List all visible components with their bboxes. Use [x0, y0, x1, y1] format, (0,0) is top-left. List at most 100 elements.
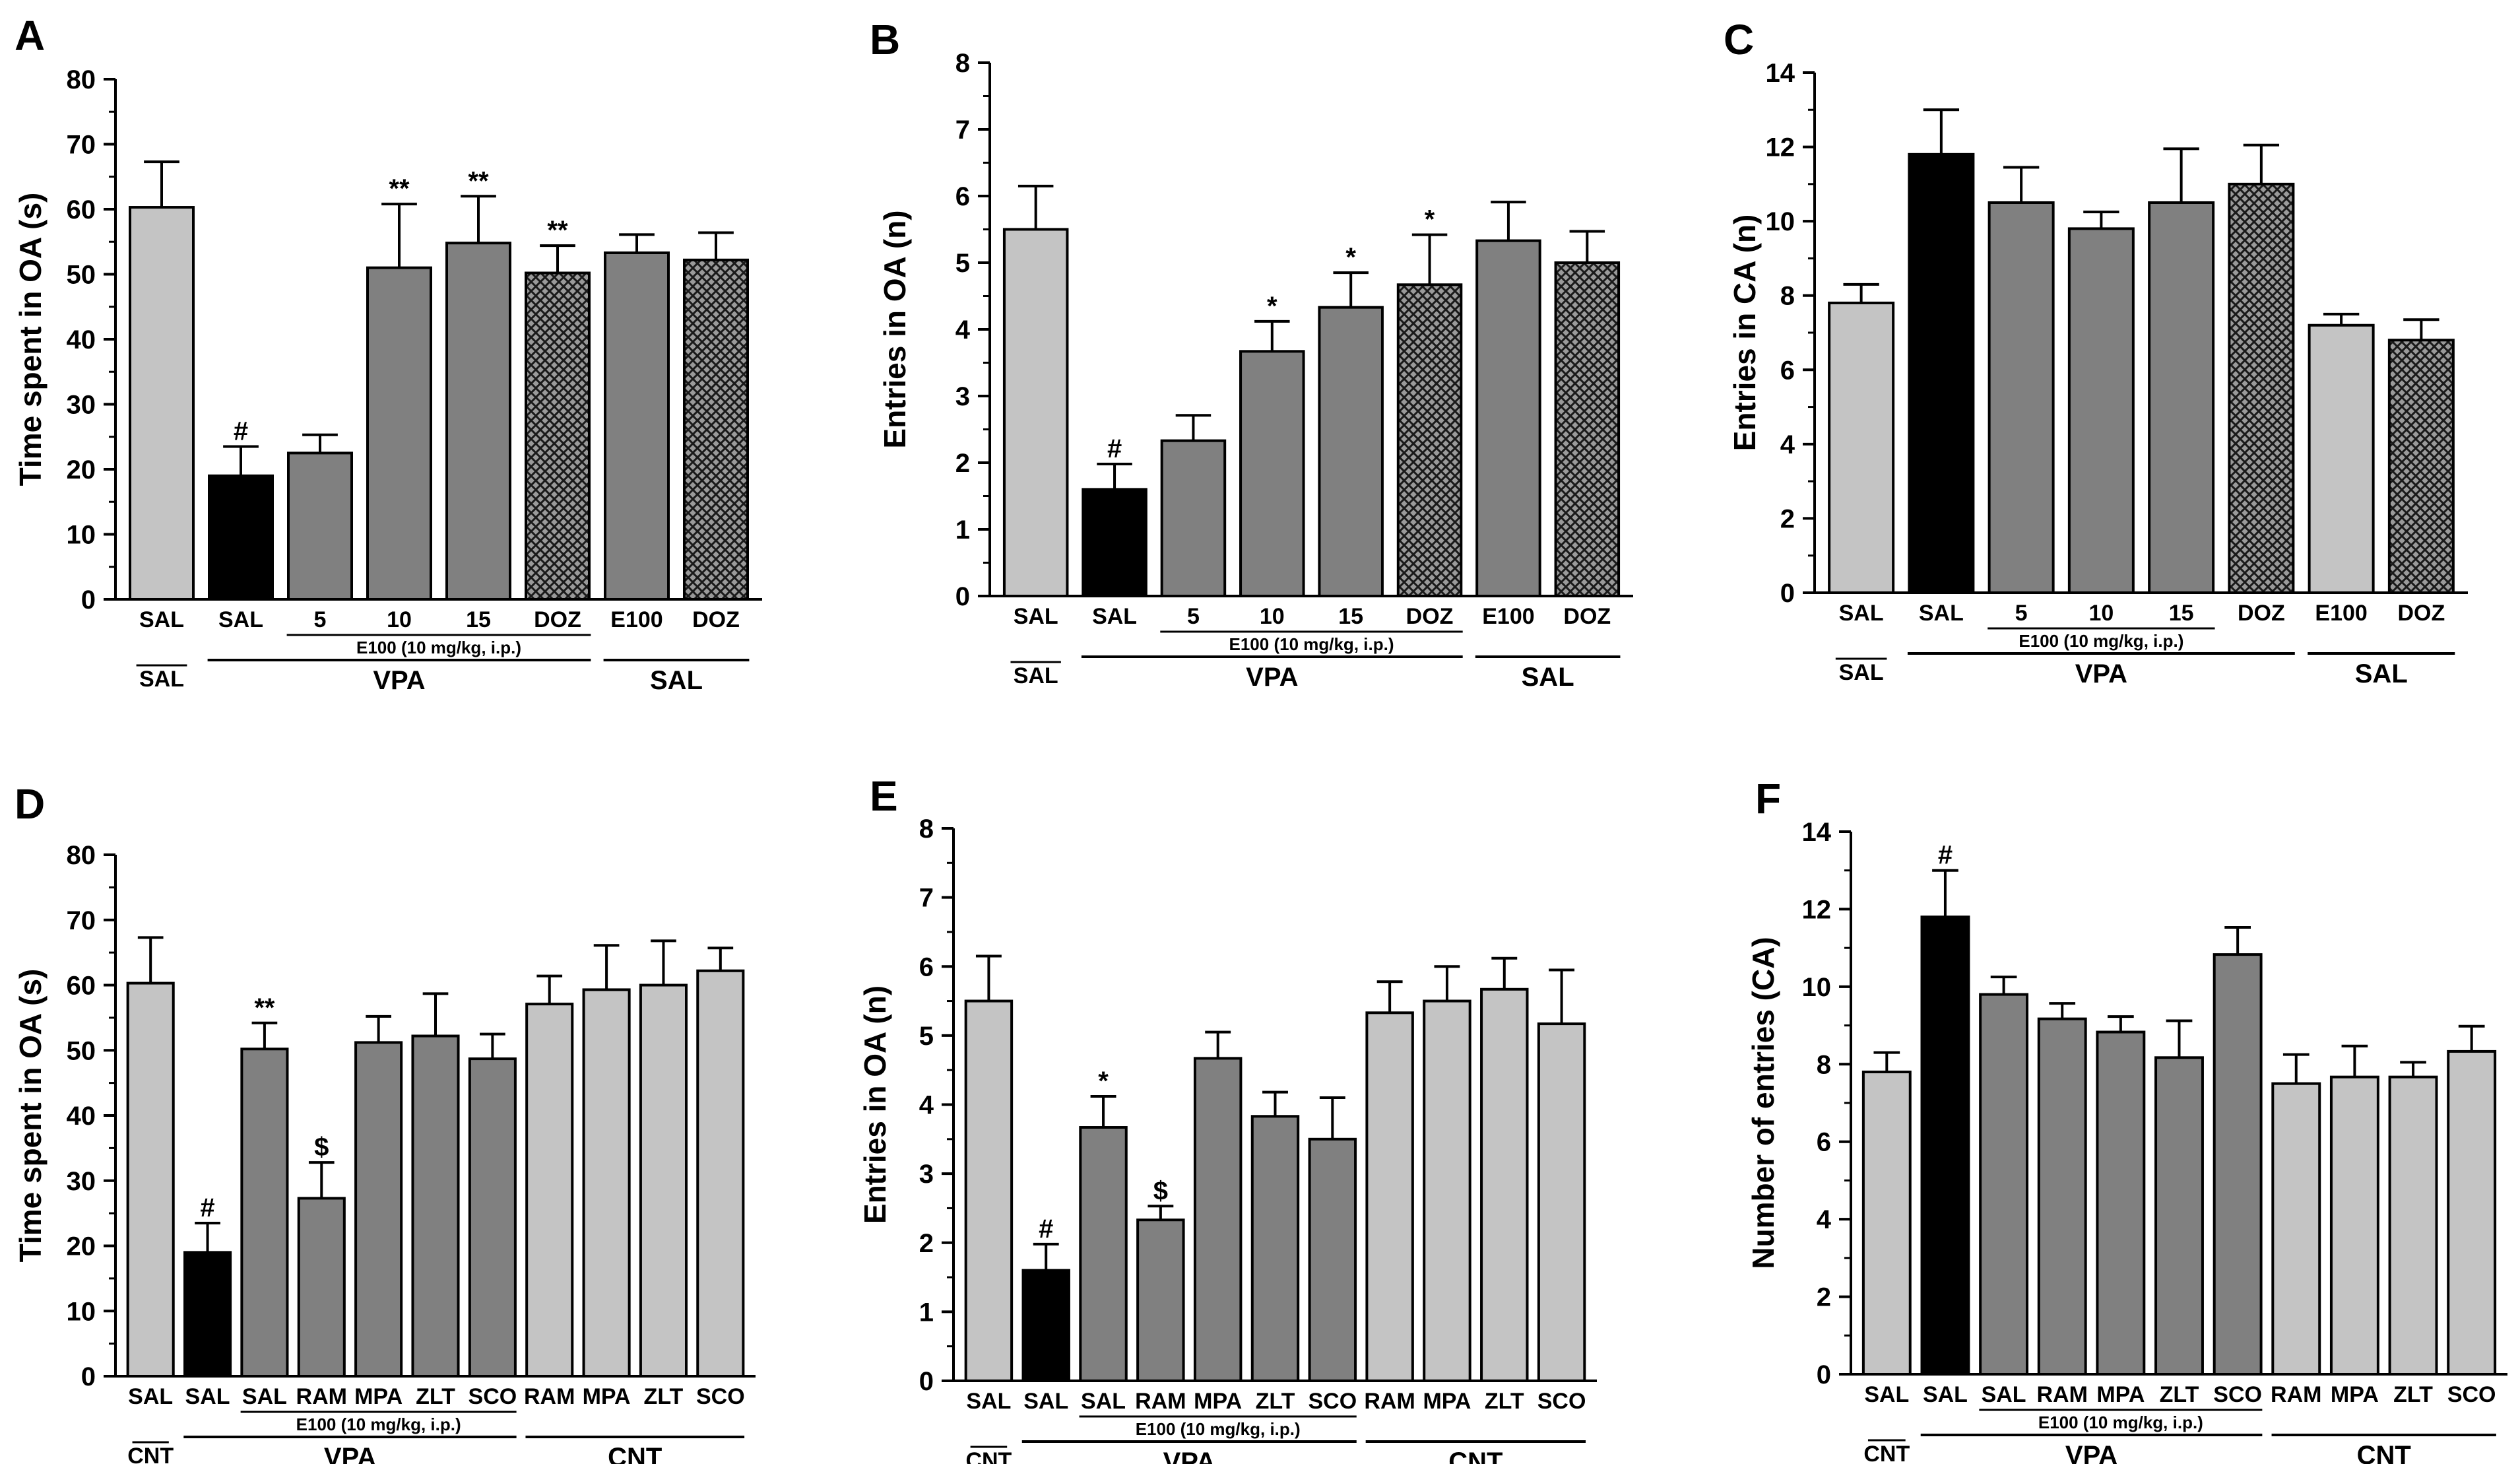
group-label: SAL: [1839, 660, 1884, 685]
bar: [297, 1197, 346, 1378]
y-tick-label: 5: [919, 1022, 934, 1051]
y-tick-label: 3: [919, 1160, 934, 1189]
group-label: E100 (10 mg/kg, i.p.): [2019, 631, 2183, 651]
group-label: CNT: [1863, 1442, 1910, 1464]
significance-label: #: [1938, 841, 1953, 870]
significance-label: **: [389, 174, 410, 203]
bar: [1987, 201, 2055, 594]
panel-d: D 0 10 20 30 40 50 60 70 80 Time spent in OA (s) SA…: [13, 780, 756, 1464]
significance-label: **: [547, 216, 568, 245]
bar: [1079, 1126, 1128, 1382]
bar: [964, 999, 1014, 1382]
x-tick-label: SAL: [966, 1389, 1011, 1414]
panel-letter: F: [1755, 775, 1781, 822]
bar: [1828, 301, 1895, 594]
bar: [1475, 239, 1541, 598]
x-tick-label: RAM: [2271, 1382, 2321, 1407]
y-tick-label: 80: [67, 65, 96, 94]
group-label: E100 (10 mg/kg, i.p.): [1229, 634, 1394, 654]
x-tick-label: SAL: [1919, 601, 1964, 626]
bar: [1537, 1022, 1586, 1382]
panel-f: F 0 2 4 6 8 10 12 14 Number of entries (CA) SAL # SA…: [1746, 775, 2507, 1464]
bar: [2037, 1017, 2087, 1376]
y-tick-label: 10: [1766, 207, 1795, 236]
y-tick-label: 8: [1817, 1050, 1831, 1079]
x-tick-label: 10: [1260, 604, 1285, 629]
x-tick-label: SCO: [1537, 1389, 1586, 1414]
y-axis-label: Entries in OA (n): [878, 210, 912, 448]
bar: [696, 969, 745, 1378]
x-tick-label: SCO: [696, 1384, 745, 1409]
significance-label: *: [1098, 1067, 1109, 1096]
y-tick-label: 30: [67, 391, 96, 420]
y-tick-label: 0: [81, 1362, 96, 1391]
bar: [1160, 439, 1227, 597]
bar: [2148, 201, 2215, 594]
x-tick-label: DOZ: [2397, 601, 2445, 626]
bar: [2067, 227, 2135, 594]
y-tick-label: 12: [1766, 133, 1795, 162]
y-tick-label: 30: [67, 1167, 96, 1196]
x-tick-label: RAM: [1364, 1389, 1415, 1414]
panel-a: A 0 10 20 30 40 50 60 70 80 Time spent in OA (s) SA…: [13, 12, 762, 695]
panel-letter: D: [15, 780, 45, 828]
y-tick-label: 20: [67, 1232, 96, 1261]
y-tick-label: 3: [955, 382, 970, 411]
bar: [1002, 228, 1069, 597]
x-tick-label: 15: [2169, 601, 2194, 626]
bar: [1554, 261, 1621, 597]
y-tick-label: 10: [67, 1297, 96, 1326]
bar: [2228, 182, 2295, 595]
x-tick-label: MPA: [1423, 1389, 1471, 1414]
panel-letter: C: [1724, 16, 1754, 63]
panel-e: E 0 1 2 3 4 5 6 7 8 Entries in OA (n) SAL # SAL * SAL $ R…: [858, 772, 1597, 1464]
bar: [2213, 953, 2263, 1376]
x-tick-label: DOZ: [534, 607, 581, 632]
panel-c: C 0 2 4 6 8 10 12 14 Entries in CA (n) SAL SAL 5 10 15…: [1724, 16, 2468, 688]
group-label: E100 (10 mg/kg, i.p.): [296, 1414, 461, 1434]
bar: [2387, 339, 2455, 594]
bar: [1396, 283, 1463, 597]
significance-label: #: [234, 417, 248, 446]
bar: [2329, 1075, 2379, 1376]
x-tick-label: SAL: [1864, 1382, 1909, 1407]
x-tick-label: ZLT: [2393, 1382, 2433, 1407]
group-label: VPA: [1163, 1447, 1215, 1464]
x-tick-label: E100: [610, 607, 662, 632]
group-label: E100 (10 mg/kg, i.p.): [2038, 1413, 2203, 1432]
x-tick-label: SCO: [468, 1384, 517, 1409]
y-tick-label: 70: [67, 131, 96, 160]
bar: [2154, 1056, 2204, 1376]
group-label: CNT: [2357, 1441, 2411, 1464]
group-label: SAL: [2355, 659, 2408, 688]
bar: [2271, 1082, 2321, 1376]
bar: [1979, 993, 2029, 1376]
bar: [1365, 1011, 1414, 1382]
y-tick-label: 1: [919, 1298, 934, 1327]
significance-label: *: [1345, 243, 1356, 272]
x-tick-label: DOZ: [1406, 604, 1454, 629]
x-tick-label: SAL: [1023, 1389, 1068, 1414]
x-tick-label: SCO: [2447, 1382, 2496, 1407]
group-label: CNT: [965, 1448, 1012, 1464]
panel-letter: B: [870, 16, 900, 63]
y-tick-label: 50: [67, 261, 96, 290]
bar: [1861, 1071, 1912, 1376]
x-tick-label: MPA: [583, 1384, 631, 1409]
y-tick-label: 40: [67, 325, 96, 354]
x-tick-label: 10: [387, 607, 412, 632]
group-label: CNT: [608, 1443, 662, 1464]
x-tick-label: 5: [2015, 601, 2028, 626]
y-tick-label: 2: [1780, 504, 1795, 533]
x-tick-label: MPA: [354, 1384, 403, 1409]
y-tick-label: 2: [955, 449, 970, 478]
y-tick-label: 0: [1817, 1360, 1831, 1389]
significance-label: $: [314, 1133, 329, 1162]
y-tick-label: 0: [81, 585, 96, 615]
y-tick-label: 2: [919, 1229, 934, 1258]
group-label: VPA: [1246, 663, 1298, 692]
group-label: VPA: [2065, 1441, 2117, 1464]
significance-label: #: [1107, 434, 1122, 463]
y-axis-label: Entries in CA (n): [1728, 215, 1762, 451]
